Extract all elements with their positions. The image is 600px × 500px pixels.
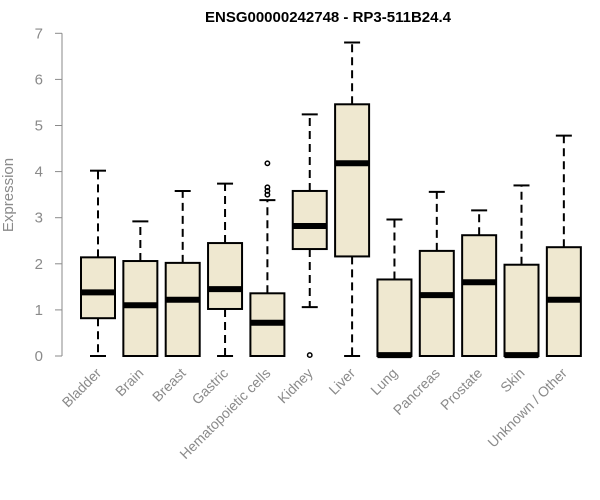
outlier-point: [306, 352, 313, 359]
box-gastric: [207, 182, 244, 357]
chart-title: ENSG00000242748 - RP3-511B24.4: [205, 9, 452, 26]
y-axis: 0 1 2 3 4 5 6 7: [35, 25, 63, 365]
iqr-box: [164, 261, 201, 357]
box-breast: [164, 189, 201, 357]
box-skin: [503, 184, 540, 359]
box-liver: [334, 41, 371, 357]
x-tick-label: Brain: [112, 365, 146, 399]
iqr-box: [461, 234, 498, 357]
y-tick-label: 4: [35, 164, 43, 181]
box-pancreas: [418, 190, 455, 357]
outlier-point: [264, 160, 271, 167]
outlier-point: [264, 184, 271, 191]
y-tick-label: 7: [35, 25, 43, 42]
x-tick-label: Kidney: [274, 365, 316, 407]
y-tick-label: 5: [35, 118, 43, 135]
iqr-box: [291, 189, 328, 251]
y-tick-label: 1: [35, 302, 43, 319]
x-tick-label: Breast: [149, 365, 189, 405]
x-tick-label: Skin: [497, 365, 528, 396]
y-axis-label: Expression: [0, 158, 17, 232]
iqr-box: [418, 249, 455, 357]
y-tick-label: 2: [35, 256, 43, 273]
x-tick-label: Lung: [367, 365, 400, 398]
y-tick-label: 6: [35, 71, 43, 88]
y-tick-label: 3: [35, 210, 43, 227]
iqr-box: [207, 242, 244, 310]
iqr-box: [80, 256, 116, 320]
box-bladder: [80, 169, 116, 357]
box-unknown-other: [545, 134, 582, 357]
x-tick-label: Liver: [325, 365, 358, 398]
box-hematopoietic-cells: [249, 160, 286, 357]
box-brain: [122, 220, 159, 357]
x-tick-label: Unknown / Other: [484, 365, 570, 451]
iqr-box: [122, 260, 159, 357]
box-kidney: [291, 113, 328, 359]
x-tick-label: Prostate: [437, 365, 485, 413]
x-tick-label: Pancreas: [390, 365, 443, 418]
box-prostate: [461, 209, 498, 357]
x-tick-label: Bladder: [59, 365, 105, 411]
box-lung: [376, 218, 413, 359]
boxes-layer: [80, 41, 582, 359]
iqr-box: [334, 103, 371, 258]
y-tick-label: 0: [35, 348, 43, 365]
iqr-box: [503, 263, 540, 357]
iqr-box: [376, 278, 413, 357]
